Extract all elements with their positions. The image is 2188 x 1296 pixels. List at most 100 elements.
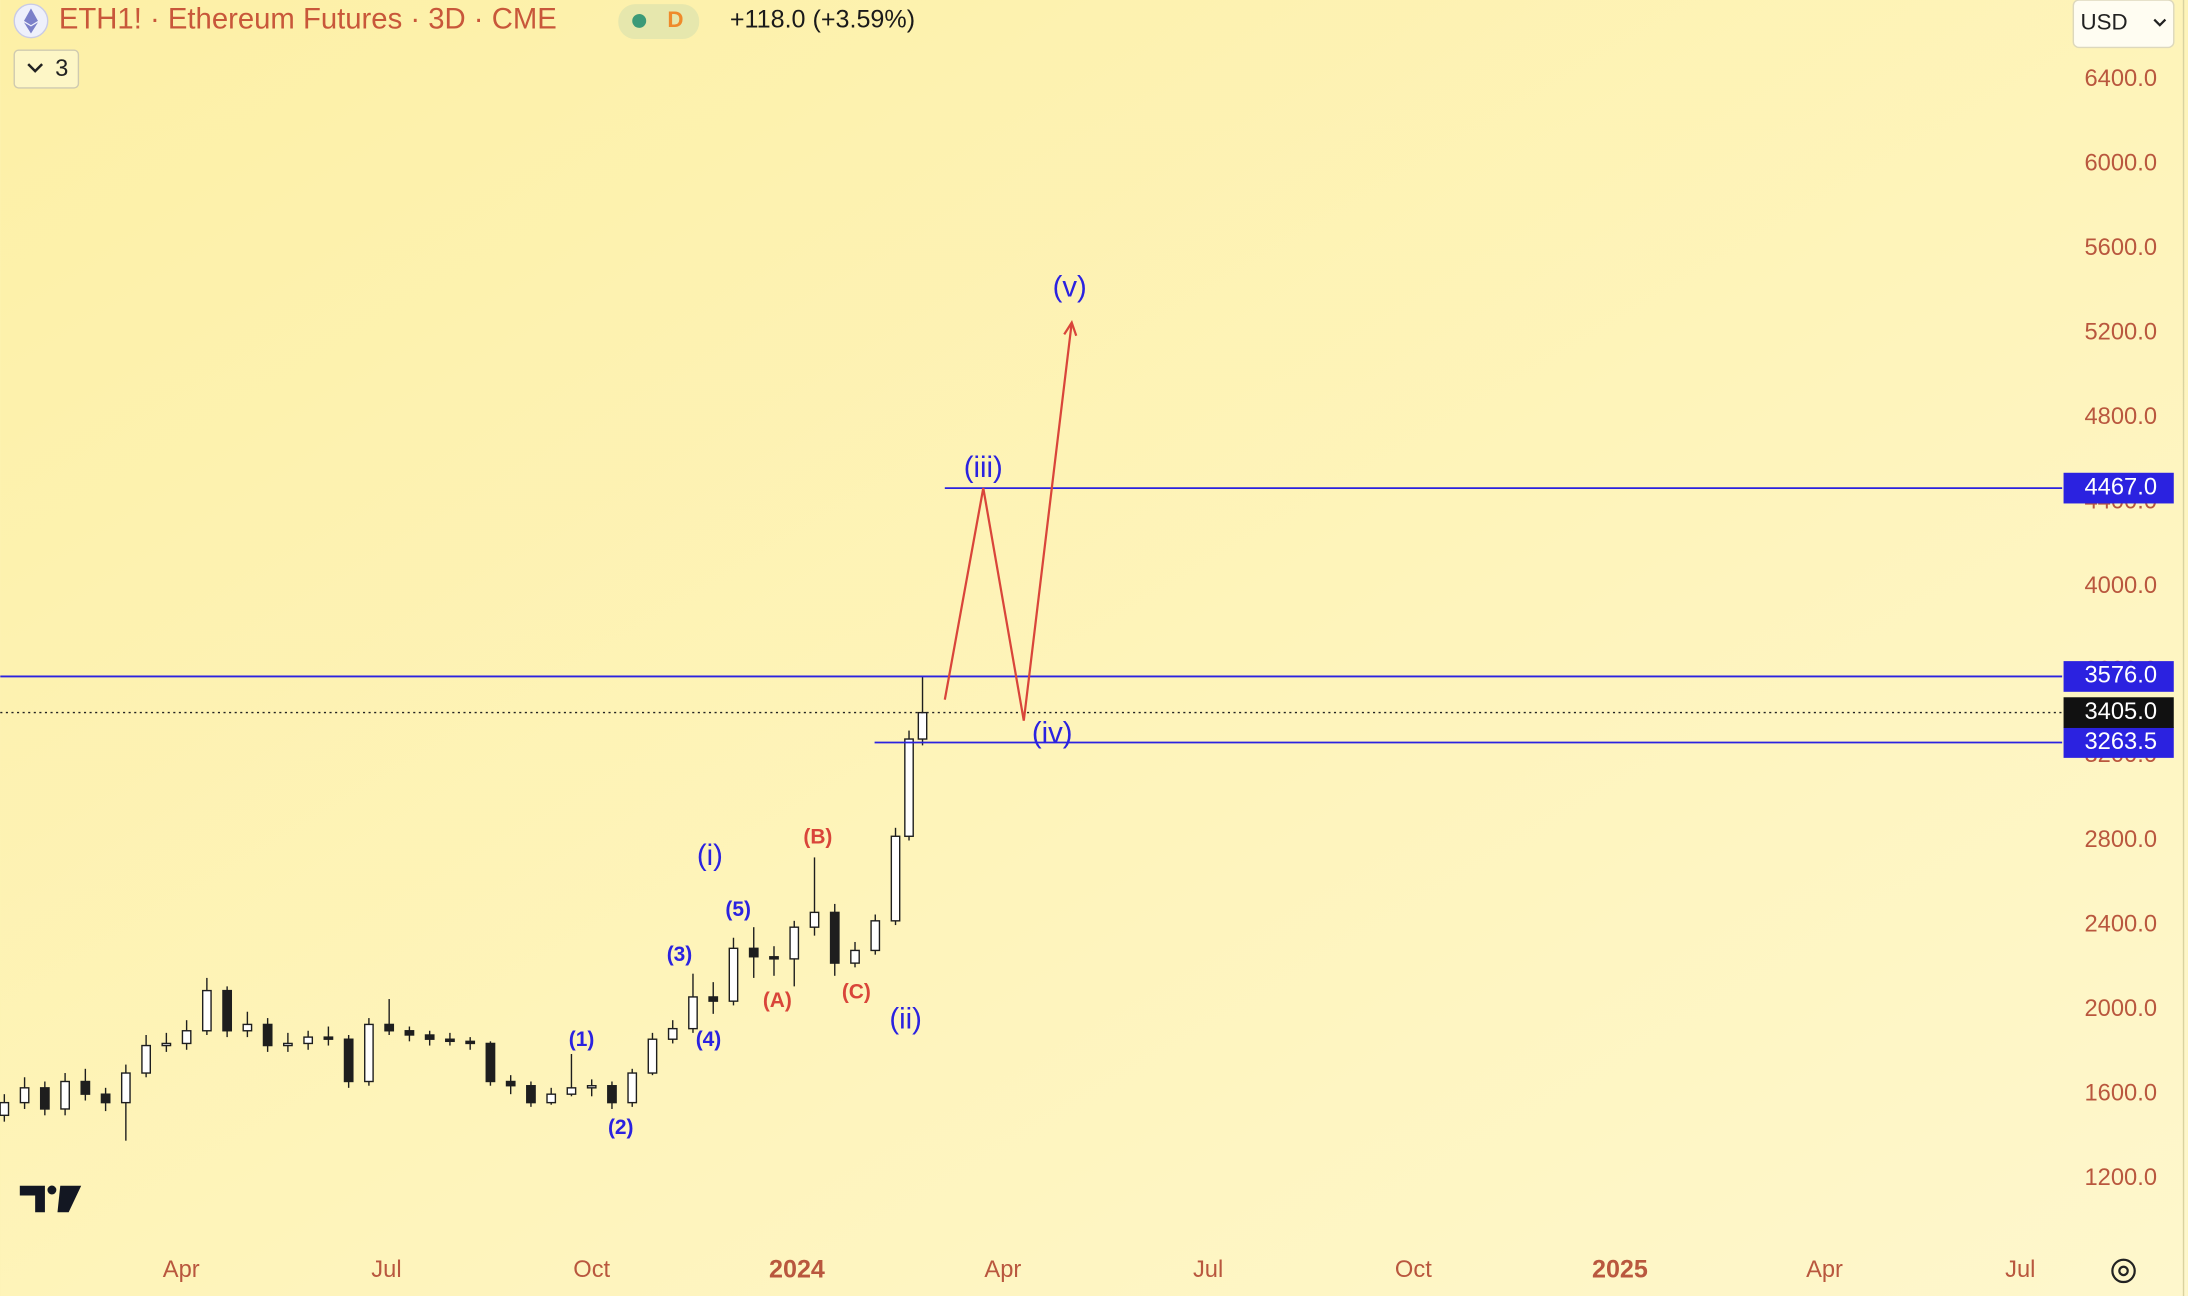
status-badge[interactable] (618, 4, 700, 40)
candle-body (586, 1085, 597, 1089)
indicator-toggle[interactable] (13, 49, 80, 89)
y-tick-label: 6400.0 (2085, 66, 2158, 92)
x-tick-label: Jul (371, 1257, 401, 1283)
candle-body (120, 1072, 131, 1104)
candle-body (769, 956, 779, 960)
x-tick-label: Oct (1395, 1257, 1432, 1283)
x-tick-label: Jul (2005, 1257, 2035, 1283)
candle-body (546, 1093, 557, 1104)
settings-button[interactable] (2111, 1258, 2136, 1284)
y-tick-label: 2400.0 (2085, 911, 2158, 937)
candle-body (748, 947, 759, 958)
candle-body (303, 1036, 314, 1045)
price-change: +118.0 (+3.59%) (730, 6, 915, 34)
symbol-glyph (23, 8, 38, 34)
candle-body (283, 1042, 293, 1047)
level-label: 4467.0 (2085, 474, 2158, 500)
x-tick-label: Oct (573, 1257, 610, 1283)
wave-label: (iii) (964, 451, 1003, 484)
overlay: (v) (iii) (iv) (i) (ii) (B) (A) (C) (5) (3) (4) (1)… (0, 271, 2174, 1139)
status-dot (632, 13, 647, 28)
candle-body (262, 1023, 273, 1047)
y-tick-label: 5200.0 (2085, 319, 2158, 345)
plot-area: 1200.01600.02000.02400.02800.03200.03600… (0, 66, 2157, 1284)
y-tick-label: 1200.0 (2085, 1165, 2158, 1191)
candle-body (809, 911, 820, 928)
gear-hub (2118, 1265, 2129, 1277)
wave-label: (5) (725, 898, 751, 921)
x-tick-label: Apr (163, 1257, 200, 1283)
wave-label: (v) (1053, 271, 1087, 304)
wave-label: (i) (697, 839, 723, 872)
header: ETH1! · Ethereum Futures · 3D · CME D +1… (13, 0, 2175, 89)
y-tick-label: 2800.0 (2085, 827, 2158, 853)
chevron (27, 63, 44, 73)
candle-body (323, 1036, 334, 1040)
candle-body (627, 1072, 638, 1104)
interval-badge: D (667, 7, 683, 32)
candle-body (526, 1085, 536, 1104)
candle-body (19, 1087, 30, 1104)
wave-label: (C) (842, 980, 871, 1003)
candle-body (688, 996, 698, 1030)
candle-body (485, 1042, 496, 1083)
candle-body (424, 1034, 435, 1040)
candle-body (343, 1038, 354, 1083)
indicator-count: 3 (55, 56, 68, 82)
y-tick-label: 4800.0 (2085, 404, 2158, 430)
logo-part (19, 1185, 45, 1213)
level-box (2063, 727, 2174, 758)
level-label: 3263.5 (2085, 729, 2158, 755)
candle-body (384, 1023, 395, 1032)
x-tick-label: Apr (1806, 1257, 1843, 1283)
currency: USD (2080, 10, 2127, 35)
candle-body (917, 711, 928, 740)
candle-body (829, 911, 840, 964)
candle-body (566, 1087, 577, 1095)
candle-body (201, 989, 212, 1032)
candle-body (364, 1023, 374, 1083)
y-tick-label: 6000.0 (2085, 150, 2158, 176)
symbol-title: ETH1! · Ethereum Futures · 3D · CME (59, 3, 557, 36)
currency-select[interactable] (2072, 0, 2175, 49)
candle-body (607, 1085, 617, 1104)
candle-body (789, 926, 800, 960)
candle-body (141, 1044, 151, 1074)
candle-body (161, 1042, 172, 1047)
candle-body (708, 996, 719, 1002)
y-tick-label: 1600.0 (2085, 1080, 2158, 1106)
wave-label: (B) (803, 825, 832, 848)
candle-body (728, 947, 739, 1002)
last-price-box (2063, 697, 2174, 728)
y-tick-label: 4000.0 (2085, 573, 2158, 599)
wave-label: (4) (696, 1028, 722, 1051)
y-tick-label: 5600.0 (2085, 235, 2158, 261)
candle-body (60, 1080, 70, 1110)
logo-part (47, 1185, 57, 1195)
candle-body (647, 1038, 658, 1074)
level-label: 3576.0 (2085, 663, 2158, 689)
x-tick-label: Apr (984, 1257, 1021, 1283)
candle-body (465, 1040, 476, 1045)
candle-body (505, 1080, 516, 1087)
candle-body (850, 949, 860, 964)
last-price-label: 3405.0 (2085, 699, 2158, 725)
candle-body (870, 920, 881, 952)
gear (2111, 1258, 2136, 1284)
candle-body (39, 1087, 50, 1110)
candle-body (100, 1093, 111, 1104)
wave-label: (3) (667, 943, 693, 966)
wave-label: (ii) (889, 1003, 922, 1036)
candle-body (242, 1023, 253, 1032)
y-tick-label: 2000.0 (2085, 996, 2158, 1022)
wave-label: (2) (608, 1116, 634, 1139)
projection-path (943, 322, 1073, 721)
logo-part (57, 1185, 82, 1213)
candle-body (0, 1101, 10, 1117)
logo (19, 1185, 82, 1213)
arrow-head (1063, 320, 1078, 337)
candle-body (890, 835, 901, 922)
